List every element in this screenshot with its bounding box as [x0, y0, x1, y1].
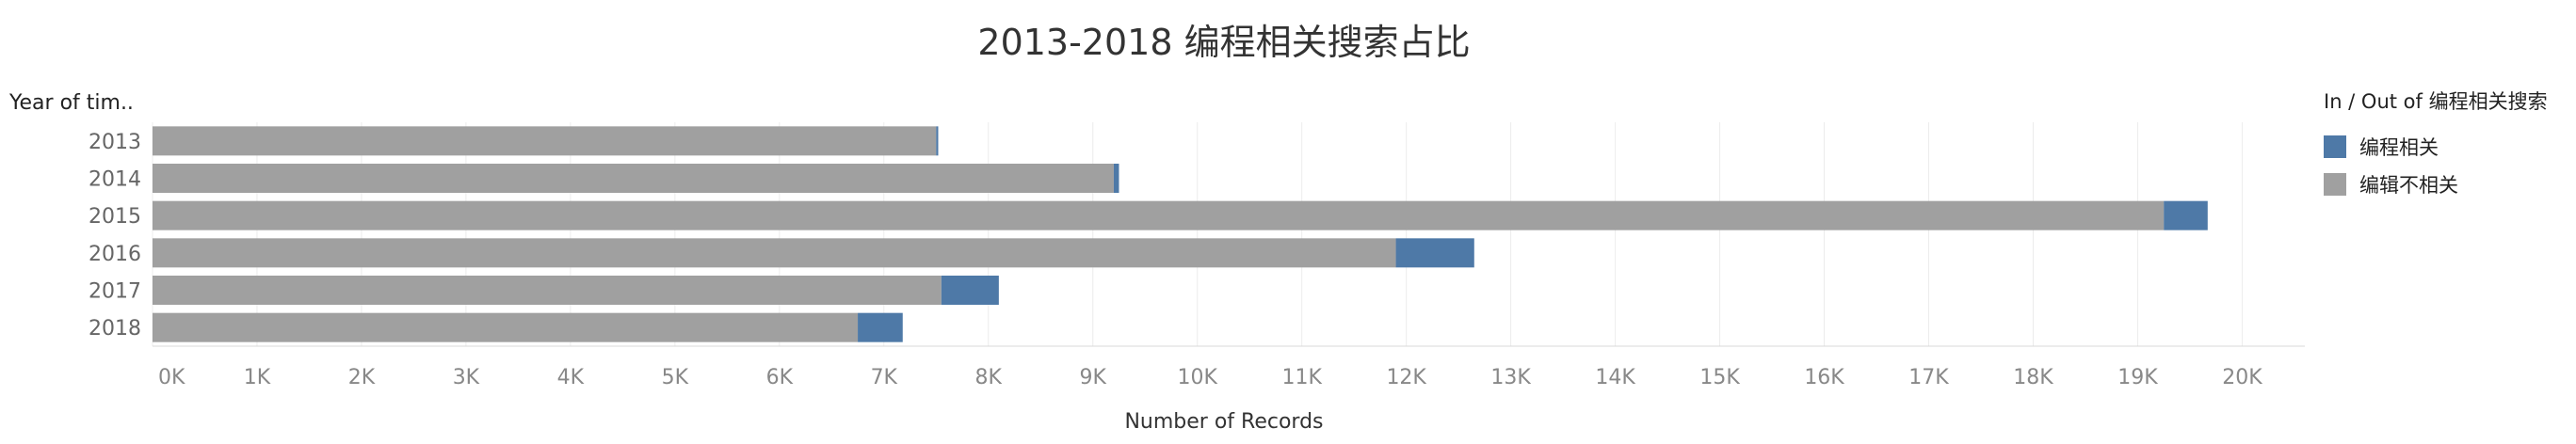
y-tick-label: 2018: [89, 317, 141, 341]
x-tick-label: 5K: [662, 366, 689, 389]
legend: In / Out of 编程相关搜索 编程相关 编辑不相关: [2324, 87, 2576, 203]
y-tick-label: 2015: [89, 205, 141, 229]
bar-segment[interactable]: [153, 126, 936, 155]
x-tick-label: 20K: [2222, 366, 2262, 389]
x-tick-label: 9K: [1080, 366, 1107, 389]
x-tick-label: 16K: [1804, 366, 1844, 389]
bar-chart: 2013 2014 2015 2016 2017 2018 0K 1K 2K 3K 4K 5K 6K 7…: [0, 0, 2316, 444]
x-tick-label: 17K: [1908, 366, 1949, 389]
x-tick-label: 10K: [1177, 366, 1217, 389]
bar-segment[interactable]: [153, 164, 1114, 193]
bar-segment[interactable]: [1396, 238, 1474, 267]
x-axis-labels: 0K 1K 2K 3K 4K 5K 6K 7K 8K 9K 10K 11K 12K 13K 14K 15K 16…: [158, 366, 2262, 389]
bar-segment[interactable]: [858, 313, 903, 342]
bar-segment[interactable]: [153, 201, 2164, 230]
x-tick-label: 19K: [2117, 366, 2158, 389]
bar-segment[interactable]: [942, 276, 999, 305]
x-tick-label: 6K: [766, 366, 794, 389]
bar-segment[interactable]: [1114, 164, 1119, 193]
x-tick-label: 3K: [453, 366, 480, 389]
legend-swatch: [2324, 135, 2346, 158]
legend-label: 编程相关: [2359, 133, 2439, 161]
y-tick-label: 2014: [89, 168, 141, 192]
bar-segment[interactable]: [153, 276, 942, 305]
bar-segment[interactable]: [2164, 201, 2208, 230]
x-tick-label: 2K: [348, 366, 376, 389]
x-tick-label: 13K: [1490, 366, 1531, 389]
y-axis-labels: 2013 2014 2015 2016 2017 2018: [89, 131, 141, 341]
y-tick-label: 2017: [89, 280, 141, 304]
x-tick-label: 14K: [1595, 366, 1635, 389]
x-tick-label: 4K: [557, 366, 585, 389]
gridlines: [153, 122, 2305, 346]
bar-segment[interactable]: [936, 126, 938, 155]
x-tick-label: 18K: [2013, 366, 2053, 389]
x-axis-title: Number of Records: [1124, 410, 1323, 434]
x-tick-label: 12K: [1386, 366, 1426, 389]
x-tick-label: 8K: [975, 366, 1003, 389]
bar-segment[interactable]: [153, 313, 858, 342]
legend-item-not-related[interactable]: 编辑不相关: [2324, 166, 2576, 203]
x-tick-label: 7K: [871, 366, 898, 389]
y-tick-label: 2016: [89, 243, 141, 266]
bar-segment[interactable]: [153, 238, 1396, 267]
legend-label: 编辑不相关: [2359, 170, 2458, 198]
x-tick-label: 0K: [158, 366, 185, 389]
legend-title: In / Out of 编程相关搜索: [2324, 87, 2576, 115]
x-tick-label: 15K: [1699, 366, 1740, 389]
x-tick-label: 1K: [244, 366, 271, 389]
bars: [153, 126, 2208, 341]
legend-swatch: [2324, 173, 2346, 196]
x-tick-label: 11K: [1281, 366, 1322, 389]
y-tick-label: 2013: [89, 131, 141, 154]
legend-item-programming[interactable]: 编程相关: [2324, 128, 2576, 166]
